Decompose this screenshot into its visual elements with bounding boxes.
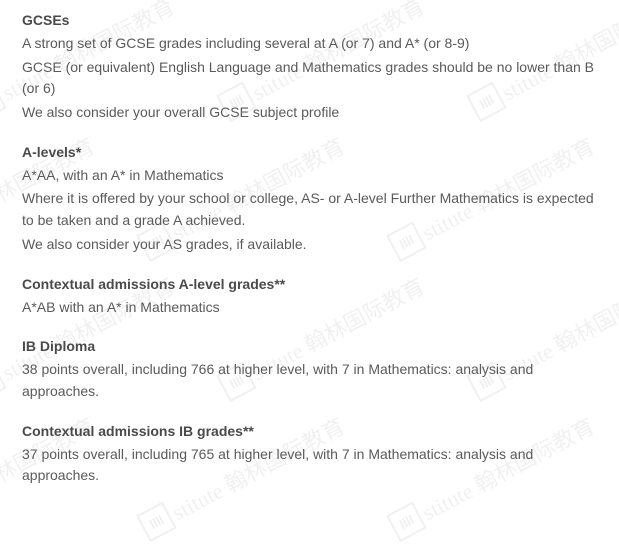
alevels-line: We also consider your AS grades, if avai… — [22, 234, 597, 256]
contextual-alevels-line: A*AB with an A* in Mathematics — [22, 297, 597, 319]
watermark-text: stitute 翰林国际教育 — [246, 539, 430, 547]
gcse-line: A strong set of GCSE grades including se… — [22, 33, 597, 55]
gcse-heading: GCSEs — [22, 10, 597, 31]
watermark-text: stitute 翰林国际教育 — [496, 539, 619, 547]
gcse-line: We also consider your overall GCSE subje… — [22, 102, 597, 124]
contextual-alevels-heading: Contextual admissions A-level grades** — [22, 274, 597, 295]
alevels-section: A-levels* A*AA, with an A* in Mathematic… — [22, 142, 597, 256]
alevels-heading: A-levels* — [22, 142, 597, 163]
watermark: IIIIstitute 翰林国际教育 — [216, 539, 430, 547]
watermark-text: stitute 翰林国际教育 — [0, 539, 180, 547]
ib-section: IB Diploma 38 points overall, including … — [22, 336, 597, 402]
contextual-ib-heading: Contextual admissions IB grades** — [22, 421, 597, 442]
alevels-line: A*AA, with an A* in Mathematics — [22, 165, 597, 187]
gcse-line: GCSE (or equivalent) English Language an… — [22, 57, 597, 100]
contextual-ib-line: 37 points overall, including 765 at high… — [22, 444, 597, 487]
alevels-line: Where it is offered by your school or co… — [22, 188, 597, 231]
ib-heading: IB Diploma — [22, 336, 597, 357]
watermark: IIIIstitute 翰林国际教育 — [466, 539, 619, 547]
contextual-alevels-section: Contextual admissions A-level grades** A… — [22, 274, 597, 319]
requirements-content: GCSEs A strong set of GCSE grades includ… — [0, 0, 619, 487]
ib-line: 38 points overall, including 766 at high… — [22, 359, 597, 402]
contextual-ib-section: Contextual admissions IB grades** 37 poi… — [22, 421, 597, 487]
watermark: IIIIstitute 翰林国际教育 — [0, 539, 180, 547]
watermark-logo-icon: IIII — [136, 502, 177, 543]
watermark-logo-icon: IIII — [386, 502, 427, 543]
gcse-section: GCSEs A strong set of GCSE grades includ… — [22, 10, 597, 124]
